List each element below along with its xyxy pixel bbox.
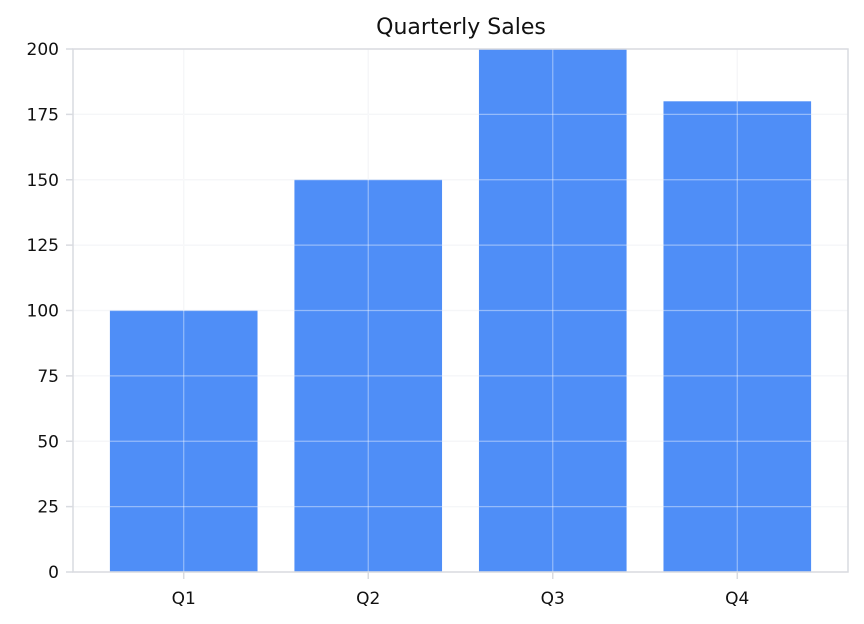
chart-title: Quarterly Sales <box>376 15 546 40</box>
x-axis-ticks: Q1 Q2 Q3 Q4 <box>172 572 749 609</box>
x-tick-label: Q3 <box>541 589 565 609</box>
bars <box>109 49 812 573</box>
bar-q3 <box>478 49 627 572</box>
y-tick-label: 200 <box>27 40 59 60</box>
y-tick-label: 75 <box>37 367 59 387</box>
y-tick-label: 175 <box>27 105 59 125</box>
y-tick-label: 150 <box>27 171 59 191</box>
y-axis-ticks: 0 25 50 75 100 125 150 175 200 <box>27 40 73 583</box>
y-tick-label: 0 <box>48 563 59 583</box>
y-tick-label: 100 <box>27 302 59 322</box>
bar-q2 <box>294 179 443 572</box>
y-tick-label: 125 <box>27 236 59 256</box>
x-tick-label: Q2 <box>356 589 380 609</box>
bar-q4 <box>663 101 812 573</box>
x-tick-label: Q1 <box>172 589 196 609</box>
y-tick-label: 50 <box>37 432 59 452</box>
y-tick-label: 25 <box>37 498 59 518</box>
x-tick-label: Q4 <box>725 589 749 609</box>
bar-q1 <box>109 310 258 572</box>
